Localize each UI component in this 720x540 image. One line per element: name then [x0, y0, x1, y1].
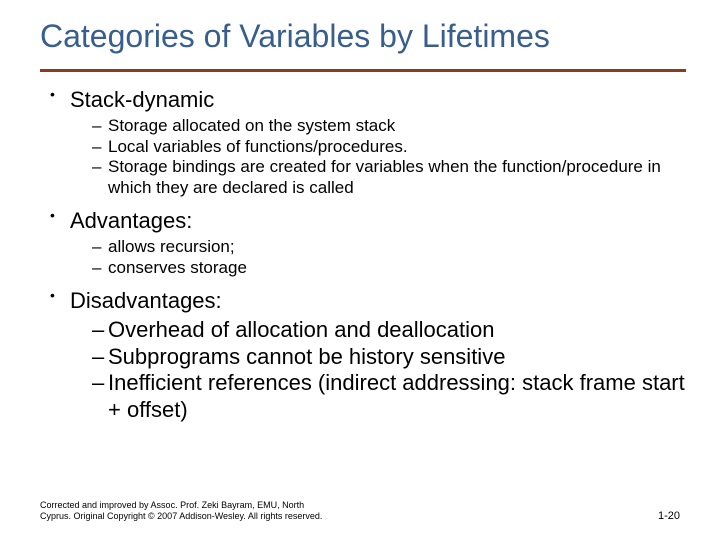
- bullet-item: Disadvantages: Overhead of allocation an…: [46, 287, 686, 424]
- bullet-list: Stack-dynamic Storage allocated on the s…: [40, 86, 686, 424]
- page-number: 1-20: [658, 510, 680, 522]
- bullet-label: Disadvantages:: [70, 288, 222, 313]
- sub-item: Overhead of allocation and deallocation: [92, 317, 686, 344]
- bullet-label: Stack-dynamic: [70, 87, 214, 112]
- sub-item: Storage allocated on the system stack: [92, 116, 686, 137]
- footer-credit: Corrected and improved by Assoc. Prof. Z…: [40, 500, 680, 523]
- bullet-item: Stack-dynamic Storage allocated on the s…: [46, 86, 686, 199]
- footer-line: Corrected and improved by Assoc. Prof. Z…: [40, 500, 680, 511]
- slide: Categories of Variables by Lifetimes Sta…: [0, 0, 720, 540]
- sub-item: conserves storage: [92, 258, 686, 279]
- sub-item: Subprograms cannot be history sensitive: [92, 344, 686, 371]
- sub-item: Inefficient references (indirect address…: [92, 370, 686, 424]
- sub-list: Storage allocated on the system stack Lo…: [70, 116, 686, 199]
- bullet-label: Advantages:: [70, 208, 192, 233]
- title-rule: [40, 69, 686, 72]
- sub-item: allows recursion;: [92, 237, 686, 258]
- footer-line: Cyprus. Original Copyright © 2007 Addiso…: [40, 511, 680, 522]
- sub-item: Storage bindings are created for variabl…: [92, 157, 686, 198]
- bullet-item: Advantages: allows recursion; conserves …: [46, 207, 686, 279]
- sub-list: Overhead of allocation and deallocation …: [70, 317, 686, 424]
- slide-title: Categories of Variables by Lifetimes: [40, 18, 686, 61]
- sub-item: Local variables of functions/procedures.: [92, 137, 686, 158]
- sub-list: allows recursion; conserves storage: [70, 237, 686, 278]
